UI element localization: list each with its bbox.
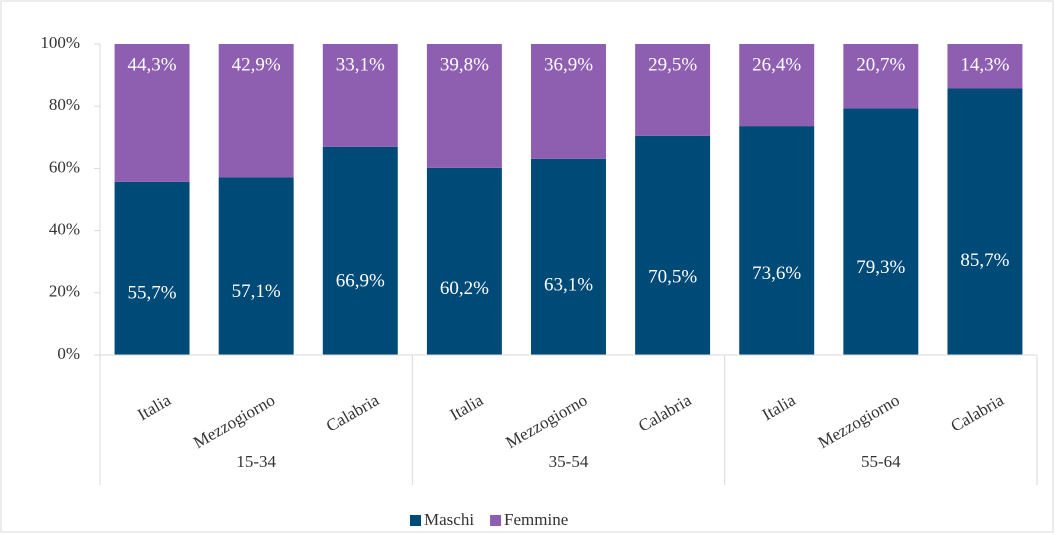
y-tick-label: 60%	[49, 157, 80, 176]
value-label: 33,1%	[336, 54, 385, 75]
bar-segment	[739, 126, 815, 355]
y-tick-label: 80%	[49, 95, 80, 114]
bar-segment	[531, 158, 606, 355]
bar-segment	[635, 135, 711, 355]
bar-segment	[114, 181, 190, 355]
value-label: 14,3%	[960, 54, 1009, 75]
bar-segment	[947, 44, 1023, 89]
bar-segment	[843, 44, 919, 109]
value-label: 57,1%	[232, 281, 281, 302]
group-label: 35-54	[549, 452, 589, 471]
group-label: 15-34	[236, 452, 276, 471]
value-label: 42,9%	[232, 54, 281, 75]
bar-segment	[843, 108, 919, 355]
bar-segment	[218, 177, 294, 355]
bar-segment	[322, 146, 398, 355]
value-label: 55,7%	[128, 283, 177, 304]
value-label: 79,3%	[856, 257, 905, 278]
value-label: 66,9%	[336, 271, 385, 292]
bar-segment	[322, 44, 398, 147]
bar-segment	[531, 44, 606, 159]
value-label: 70,5%	[648, 267, 697, 288]
bar-segment	[947, 88, 1023, 356]
value-label: 60,2%	[440, 278, 489, 299]
legend-swatch	[410, 515, 421, 526]
legend-swatch	[490, 515, 502, 526]
bar-segment	[114, 44, 190, 182]
value-label: 20,7%	[856, 54, 905, 75]
y-tick-label: 20%	[49, 282, 80, 301]
value-label: 44,3%	[128, 54, 177, 75]
bar-segment	[218, 44, 294, 178]
legend-label: Femmine	[504, 510, 568, 529]
value-label: 26,4%	[752, 54, 801, 75]
y-tick-label: 0%	[57, 344, 80, 363]
bar-segment	[739, 44, 815, 127]
y-tick-label: 40%	[49, 220, 80, 239]
value-label: 85,7%	[960, 250, 1009, 271]
value-label: 73,6%	[752, 263, 801, 284]
bar-segment	[426, 167, 502, 355]
value-label: 63,1%	[544, 275, 593, 296]
legend-label: Maschi	[424, 510, 474, 529]
y-tick-label: 100%	[40, 33, 80, 52]
value-label: 29,5%	[648, 54, 697, 75]
bar-segment	[635, 44, 711, 136]
group-label: 55-64	[861, 452, 901, 471]
bar-segment	[426, 44, 502, 168]
value-label: 39,8%	[440, 54, 489, 75]
value-label: 36,9%	[544, 54, 593, 75]
